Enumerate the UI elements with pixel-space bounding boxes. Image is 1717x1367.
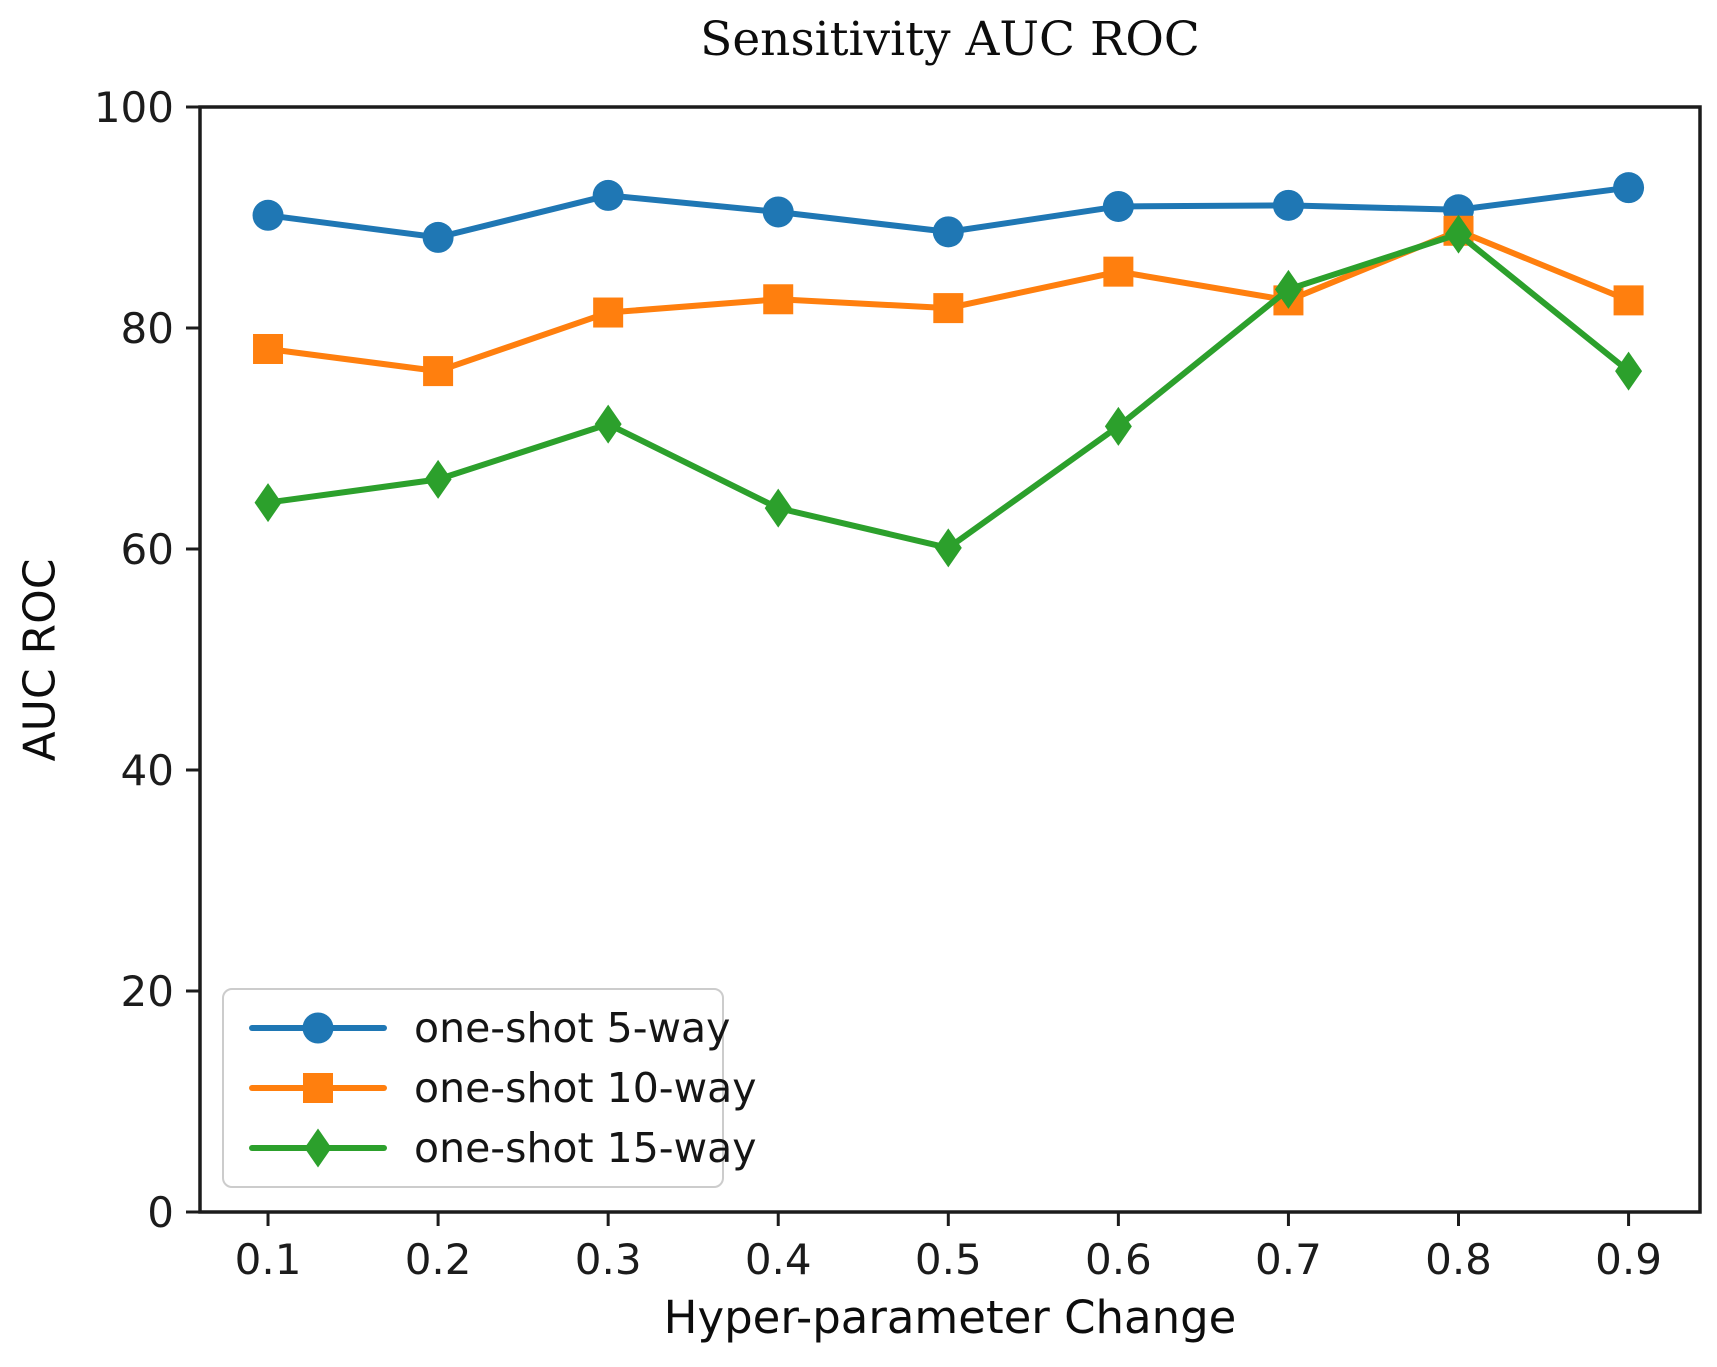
y-tick-label: 20 bbox=[121, 967, 174, 1016]
diamond-marker bbox=[1445, 214, 1473, 254]
y-axis-label: AUC ROC bbox=[14, 558, 66, 762]
diamond-marker bbox=[594, 404, 622, 444]
square-marker bbox=[763, 284, 794, 315]
x-tick-label: 0.4 bbox=[745, 1235, 812, 1284]
diamond-marker bbox=[934, 528, 962, 568]
x-tick-label: 0.8 bbox=[1425, 1235, 1492, 1284]
square-marker bbox=[1613, 285, 1644, 316]
legend-swatch-diamond-icon bbox=[249, 1128, 387, 1168]
y-tick-label: 0 bbox=[147, 1188, 174, 1237]
legend: one-shot 5-way one-shot 10-way one-shot … bbox=[222, 988, 757, 1188]
x-tick-label: 0.2 bbox=[405, 1235, 472, 1284]
diamond-marker bbox=[1274, 269, 1302, 309]
legend-label: one-shot 5-way bbox=[414, 1003, 731, 1052]
circle-marker bbox=[422, 221, 454, 253]
x-axis-label: Hyper-parameter Change bbox=[663, 1291, 1237, 1344]
y-tick-label: 80 bbox=[121, 304, 174, 353]
diamond-marker bbox=[424, 459, 452, 499]
x-tick-label: 0.9 bbox=[1595, 1235, 1662, 1284]
chart-title: Sensitivity AUC ROC bbox=[700, 12, 1200, 67]
circle-marker bbox=[1102, 190, 1134, 222]
circle-marker bbox=[592, 179, 624, 211]
square-marker bbox=[593, 297, 624, 328]
diamond-marker bbox=[1615, 351, 1643, 391]
legend-item-one-shot-15-way: one-shot 15-way bbox=[248, 1122, 757, 1174]
series-line-diamond bbox=[265, 231, 1632, 551]
x-tick-label: 0.7 bbox=[1255, 1235, 1322, 1284]
square-marker bbox=[933, 293, 964, 324]
legend-item-one-shot-10-way: one-shot 10-way bbox=[248, 1062, 757, 1114]
legend-swatch-circle-icon bbox=[249, 1012, 387, 1044]
legend-item-one-shot-5-way: one-shot 5-way bbox=[248, 1002, 730, 1054]
circle-marker bbox=[302, 1012, 334, 1044]
legend-label: one-shot 10-way bbox=[414, 1063, 757, 1112]
square-marker bbox=[253, 333, 284, 364]
square-marker bbox=[423, 356, 454, 387]
y-tick-label: 40 bbox=[121, 746, 174, 795]
circle-marker bbox=[1613, 172, 1645, 204]
square-marker bbox=[1103, 256, 1134, 287]
axes-spines bbox=[198, 105, 1702, 1214]
x-tick-label: 0.5 bbox=[915, 1235, 982, 1284]
diamond-marker bbox=[254, 483, 282, 523]
diamond-marker bbox=[304, 1128, 332, 1168]
legend-swatch-square-icon bbox=[249, 1073, 387, 1103]
x-tick-label: 0.6 bbox=[1085, 1235, 1152, 1284]
circle-marker bbox=[252, 199, 284, 231]
x-tick-label: 0.3 bbox=[575, 1235, 642, 1284]
diamond-marker bbox=[764, 488, 792, 528]
circle-marker bbox=[762, 196, 794, 228]
x-tick-label: 0.1 bbox=[235, 1235, 302, 1284]
circle-marker bbox=[932, 216, 964, 248]
y-tick-label: 100 bbox=[94, 83, 174, 132]
y-tick-label: 60 bbox=[121, 525, 174, 574]
legend-label: one-shot 15-way bbox=[414, 1123, 757, 1172]
diamond-marker bbox=[1104, 406, 1132, 446]
square-marker bbox=[303, 1073, 333, 1103]
circle-marker bbox=[1272, 189, 1304, 221]
